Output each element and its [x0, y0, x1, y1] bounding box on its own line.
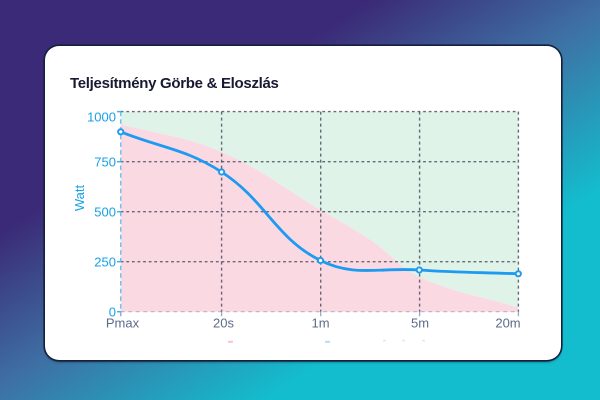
svg-text:0: 0: [109, 305, 116, 320]
svg-text:250: 250: [94, 255, 116, 270]
svg-text:750: 750: [94, 155, 116, 170]
svg-text:500: 500: [94, 205, 116, 220]
svg-text:1000: 1000: [87, 109, 116, 124]
svg-text:Pmax: Pmax: [106, 316, 140, 331]
svg-text:20s: 20s: [213, 316, 234, 331]
svg-text:Watt: Watt: [72, 184, 87, 211]
svg-text:1m: 1m: [311, 316, 329, 331]
svg-text:20m: 20m: [495, 316, 520, 331]
svg-text:5m: 5m: [411, 316, 429, 331]
